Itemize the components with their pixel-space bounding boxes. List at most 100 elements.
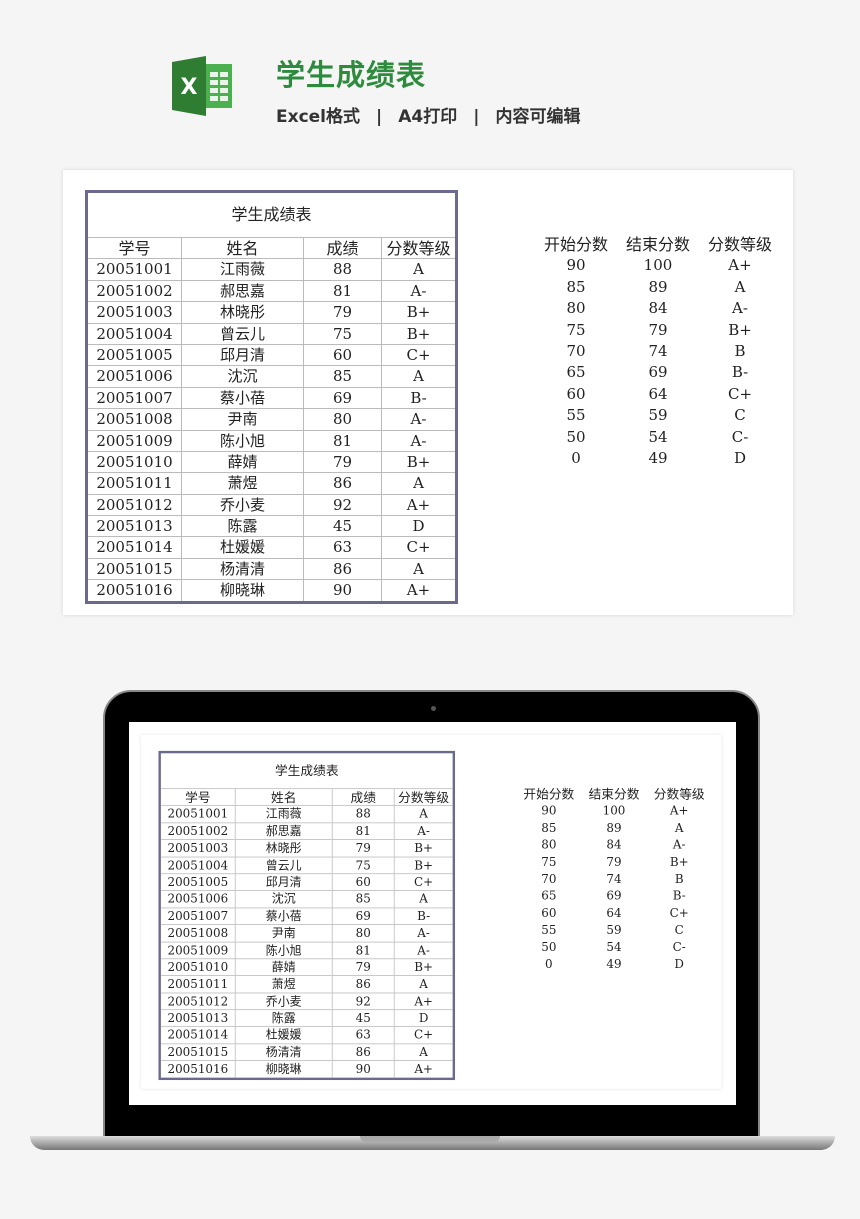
table-cell[interactable]: C- — [731, 427, 749, 446]
table-cell[interactable]: B+ — [381, 302, 455, 323]
table-cell[interactable]: 55 — [541, 922, 557, 938]
table-cell[interactable]: 0 — [571, 448, 581, 467]
table-cell[interactable]: 20051013 — [96, 517, 173, 536]
table-cell[interactable]: 20051003 — [96, 303, 173, 322]
table-cell[interactable]: A — [393, 806, 453, 823]
table-cell[interactable]: B+ — [669, 854, 689, 870]
table-cell[interactable]: 85 — [303, 366, 381, 387]
table-cell[interactable]: 杨清清 — [181, 558, 303, 580]
table-cell[interactable]: 20051004 — [167, 857, 229, 873]
table-cell[interactable]: C- — [672, 939, 686, 955]
table-cell[interactable]: 蔡小蓓 — [181, 387, 303, 409]
table-cell[interactable]: 92 — [303, 494, 381, 516]
table-cell[interactable]: 90 — [331, 1061, 394, 1078]
table-cell[interactable]: 81 — [303, 280, 381, 302]
table-cell[interactable]: 80 — [303, 409, 381, 430]
table-cell[interactable]: A — [393, 1044, 453, 1061]
table-cell[interactable]: 蔡小蓓 — [234, 908, 332, 925]
table-cell[interactable]: C+ — [393, 874, 453, 891]
table-cell[interactable]: A- — [393, 823, 453, 840]
table-cell[interactable]: B+ — [381, 323, 455, 344]
table-cell[interactable]: 59 — [648, 406, 668, 425]
table-cell[interactable]: 郝思嘉 — [181, 280, 303, 302]
table-cell[interactable]: 88 — [303, 259, 381, 280]
table-cell[interactable]: 75 — [541, 854, 557, 870]
table-cell[interactable]: B — [734, 341, 746, 360]
table-cell[interactable]: D — [674, 956, 684, 972]
table-cell[interactable]: 84 — [606, 837, 622, 853]
table-cell[interactable]: A- — [393, 942, 453, 959]
table-cell[interactable]: 萧煜 — [181, 473, 303, 494]
table-cell[interactable]: 86 — [303, 558, 381, 580]
table-cell[interactable]: 79 — [331, 840, 394, 857]
table-cell[interactable]: 20051016 — [96, 581, 173, 600]
table-cell[interactable]: 65 — [541, 888, 557, 904]
table-cell[interactable]: A- — [381, 280, 455, 302]
table-cell[interactable]: D — [393, 1010, 453, 1027]
table-cell[interactable]: D — [733, 448, 747, 467]
table-cell[interactable]: 20051012 — [96, 495, 173, 514]
table-cell[interactable]: 20051015 — [96, 559, 173, 578]
table-cell[interactable]: 80 — [566, 299, 586, 318]
table-cell[interactable]: 75 — [331, 857, 394, 874]
table-cell[interactable]: 69 — [606, 888, 622, 904]
table-cell[interactable]: A — [381, 473, 455, 494]
table-cell[interactable]: 49 — [648, 448, 668, 467]
table-cell[interactable]: 萧煜 — [234, 976, 332, 993]
table-cell[interactable]: 86 — [331, 976, 394, 993]
table-cell[interactable]: 0 — [545, 956, 553, 972]
table-cell[interactable]: 尹南 — [181, 409, 303, 430]
table-cell[interactable]: 20051009 — [167, 942, 229, 958]
table-cell[interactable]: 54 — [606, 939, 622, 955]
table-cell[interactable]: 100 — [602, 803, 626, 818]
table-cell[interactable]: A+ — [381, 494, 455, 516]
table-cell[interactable]: 20051006 — [167, 891, 229, 907]
table-cell[interactable]: 80 — [331, 925, 394, 942]
table-cell[interactable]: 65 — [566, 363, 586, 382]
table-cell[interactable]: 89 — [648, 277, 668, 296]
table-cell[interactable]: 64 — [606, 905, 622, 921]
table-cell[interactable]: 74 — [606, 871, 622, 887]
table-cell[interactable]: A — [381, 259, 455, 280]
table-cell[interactable]: 79 — [303, 302, 381, 323]
table-cell[interactable]: 69 — [303, 387, 381, 409]
table-cell[interactable]: 88 — [331, 806, 394, 823]
table-cell[interactable]: 乔小麦 — [181, 494, 303, 516]
table-cell[interactable]: 50 — [541, 939, 557, 955]
table-cell[interactable]: 杨清清 — [234, 1044, 332, 1061]
table-cell[interactable]: C+ — [381, 344, 455, 366]
table-cell[interactable]: 75 — [566, 320, 586, 339]
table-cell[interactable]: 45 — [303, 516, 381, 537]
table-cell[interactable]: 江雨薇 — [181, 259, 303, 280]
table-cell[interactable]: 20051011 — [96, 474, 173, 493]
table-cell[interactable]: 70 — [541, 871, 557, 887]
table-cell[interactable]: 75 — [303, 323, 381, 344]
table-cell[interactable]: 20051010 — [167, 959, 229, 975]
table-cell[interactable]: 50 — [566, 427, 586, 446]
table-cell[interactable]: 郝思嘉 — [234, 823, 332, 840]
table-cell[interactable]: 曾云儿 — [234, 857, 332, 874]
table-cell[interactable]: 81 — [331, 823, 394, 840]
table-cell[interactable]: 邱月清 — [181, 344, 303, 366]
table-cell[interactable]: A+ — [393, 993, 453, 1010]
table-cell[interactable]: A+ — [393, 1061, 453, 1078]
table-cell[interactable]: 沈沉 — [181, 366, 303, 387]
table-cell[interactable]: 乔小麦 — [234, 993, 332, 1010]
table-cell[interactable]: 陈露 — [181, 516, 303, 537]
table-cell[interactable]: C — [734, 406, 746, 425]
table-cell[interactable]: 20051015 — [167, 1044, 229, 1060]
table-cell[interactable]: 81 — [331, 942, 394, 959]
table-cell[interactable]: A+ — [669, 803, 689, 818]
table-cell[interactable]: 70 — [566, 341, 586, 360]
table-cell[interactable]: 20051002 — [167, 823, 229, 839]
table-cell[interactable]: A- — [381, 430, 455, 451]
table-cell[interactable]: 90 — [566, 256, 586, 275]
table-cell[interactable]: 60 — [566, 384, 586, 403]
table-cell[interactable]: 85 — [331, 891, 394, 908]
table-cell[interactable]: 杜媛媛 — [181, 537, 303, 558]
table-cell[interactable]: 54 — [648, 427, 668, 446]
table-cell[interactable]: 20051003 — [167, 840, 229, 856]
table-cell[interactable]: 邱月清 — [234, 874, 332, 891]
table-cell[interactable]: 100 — [643, 256, 673, 275]
table-cell[interactable]: 20051014 — [167, 1027, 229, 1043]
